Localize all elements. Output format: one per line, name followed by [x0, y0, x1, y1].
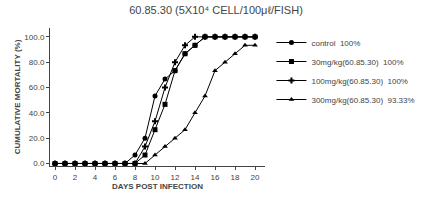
svg-text:18: 18: [231, 173, 240, 182]
svg-text:6: 6: [113, 173, 118, 182]
svg-text:100mg/kg(60.85.30) 100%: 100mg/kg(60.85.30) 100%: [311, 77, 408, 86]
svg-text:20.0: 20.0: [29, 134, 45, 143]
svg-text:14: 14: [191, 173, 200, 182]
svg-text:10: 10: [151, 173, 160, 182]
svg-text:control 100%: control 100%: [311, 39, 360, 48]
svg-text:80.0: 80.0: [29, 58, 45, 67]
svg-text:100.0: 100.0: [24, 33, 45, 42]
svg-text:2: 2: [73, 173, 78, 182]
svg-text:30mg/kg(60.85.30) 100%: 30mg/kg(60.85.30) 100%: [311, 58, 403, 67]
svg-text:8: 8: [133, 173, 138, 182]
svg-text:40.0: 40.0: [29, 109, 45, 118]
svg-text:CUMULATIVE MORTALITY (%): CUMULATIVE MORTALITY (%): [13, 39, 22, 154]
svg-text:DAYS POST INFECTION: DAYS POST INFECTION: [112, 182, 203, 191]
svg-text:12: 12: [171, 173, 180, 182]
svg-text:60.85.30 (5X10⁴ CELL/100μℓ/FIS: 60.85.30 (5X10⁴ CELL/100μℓ/FISH): [129, 4, 303, 16]
svg-text:0: 0: [53, 173, 58, 182]
svg-text:16: 16: [211, 173, 220, 182]
svg-text:20: 20: [251, 173, 260, 182]
svg-text:0.0: 0.0: [33, 159, 45, 168]
svg-text:60.0: 60.0: [29, 83, 45, 92]
svg-text:300mg/kg(60.85.30) 93.33%: 300mg/kg(60.85.30) 93.33%: [311, 96, 414, 105]
svg-text:4: 4: [93, 173, 98, 182]
